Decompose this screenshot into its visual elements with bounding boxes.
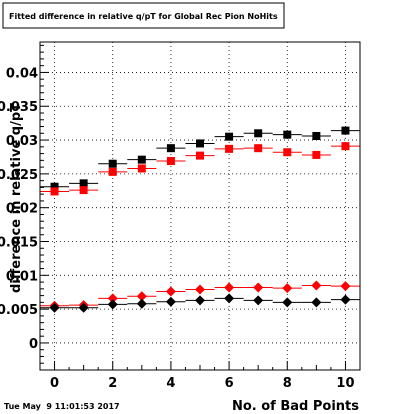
data-point [107, 299, 118, 310]
data-point [283, 130, 292, 139]
data-point [195, 295, 205, 306]
y-tick-label: 0.015 [0, 236, 38, 251]
series-layer [40, 126, 360, 313]
x-tick-label: 6 [225, 376, 234, 391]
x-tick-label: 4 [166, 376, 175, 391]
y-tick-label: 0.025 [0, 168, 38, 183]
data-point [78, 302, 89, 313]
data-point [195, 284, 205, 295]
data-point [254, 129, 263, 138]
y-tick-label: 0.005 [0, 303, 38, 318]
data-point [225, 132, 234, 141]
data-point [137, 164, 146, 173]
x-tick-label: 0 [50, 376, 59, 391]
data-point [254, 144, 263, 153]
x-tick-label: 10 [336, 376, 354, 391]
data-point [253, 295, 264, 306]
axes: 0 2 4 6 8 10 0 0.005 0.01 0.015 0.02 0.025 0.03 0.035… [0, 44, 355, 391]
data-point [196, 139, 204, 148]
data-point [282, 297, 293, 308]
data-point [224, 293, 235, 304]
data-point [49, 302, 60, 313]
data-point [50, 182, 59, 191]
data-point [107, 293, 118, 304]
data-point [224, 282, 235, 293]
data-point [108, 159, 117, 168]
data-series [40, 293, 360, 313]
data-point [311, 297, 322, 308]
plot-area [40, 42, 360, 370]
data-point [166, 157, 175, 166]
data-point [136, 298, 147, 309]
data-point [165, 286, 176, 297]
data-point [79, 186, 88, 195]
data-point [79, 179, 88, 188]
y-tick-label: 0.02 [6, 202, 38, 217]
data-point [311, 280, 322, 291]
data-series [40, 142, 360, 196]
data-point [136, 291, 147, 302]
y-tick-label: 0.03 [6, 134, 38, 149]
data-point [312, 132, 321, 141]
x-tick-label: 2 [108, 376, 117, 391]
data-point [282, 283, 293, 294]
title-box: Fitted difference in relative q/pT for G… [2, 2, 285, 29]
y-tick-label: 0 [29, 337, 38, 352]
data-point [166, 144, 175, 153]
data-point [165, 296, 176, 307]
x-axis-label: No. of Bad Points [232, 399, 359, 414]
data-series [40, 126, 360, 191]
data-point [253, 282, 264, 293]
y-tick-label: 0.04 [6, 66, 38, 81]
data-point [108, 167, 117, 176]
data-point [340, 281, 351, 292]
y-tick-label: 0.01 [6, 269, 38, 284]
chart-title: Fitted difference in relative q/pT for G… [9, 12, 278, 21]
data-point [312, 150, 321, 159]
x-tick-label: 8 [283, 376, 292, 391]
timestamp: Tue May 9 11:01:53 2017 [4, 402, 120, 411]
data-point [137, 155, 146, 164]
data-point [283, 148, 292, 157]
data-point [196, 151, 204, 160]
data-point [341, 142, 350, 151]
data-point [225, 144, 234, 153]
data-point [340, 294, 351, 305]
data-point [341, 126, 350, 135]
data-point [50, 187, 59, 196]
y-tick-label: 0.035 [0, 100, 38, 115]
y-axis-label: difference in relative q/pT [9, 103, 24, 293]
